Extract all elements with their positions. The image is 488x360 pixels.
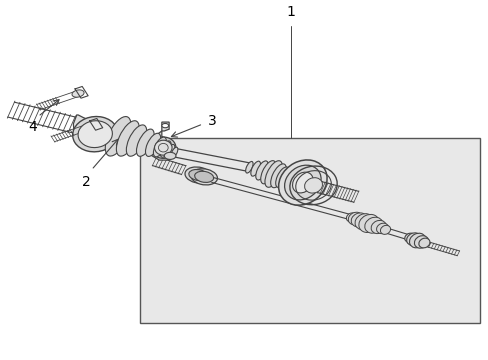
Ellipse shape	[255, 161, 268, 180]
Polygon shape	[149, 131, 174, 160]
Ellipse shape	[354, 214, 372, 230]
Ellipse shape	[346, 213, 356, 222]
Ellipse shape	[280, 170, 291, 187]
Ellipse shape	[154, 140, 172, 155]
Ellipse shape	[184, 167, 211, 183]
Ellipse shape	[153, 137, 166, 157]
Bar	[140, 138, 479, 323]
Ellipse shape	[145, 133, 161, 156]
Text: 3: 3	[207, 114, 216, 128]
Ellipse shape	[126, 125, 146, 156]
Ellipse shape	[404, 233, 414, 242]
Ellipse shape	[194, 171, 213, 183]
Ellipse shape	[304, 178, 322, 193]
Ellipse shape	[164, 152, 176, 159]
Ellipse shape	[150, 137, 176, 158]
Ellipse shape	[275, 167, 288, 188]
Ellipse shape	[166, 144, 175, 157]
Ellipse shape	[86, 122, 99, 129]
Ellipse shape	[418, 238, 429, 248]
Ellipse shape	[278, 160, 326, 205]
Text: 1: 1	[285, 5, 295, 19]
Ellipse shape	[370, 220, 386, 234]
Ellipse shape	[408, 233, 425, 248]
Ellipse shape	[162, 123, 168, 128]
Ellipse shape	[380, 225, 390, 234]
Ellipse shape	[364, 217, 382, 233]
Ellipse shape	[347, 212, 362, 225]
Polygon shape	[162, 122, 169, 131]
Ellipse shape	[358, 215, 378, 233]
Ellipse shape	[350, 213, 366, 227]
Ellipse shape	[283, 172, 292, 186]
Ellipse shape	[292, 172, 312, 193]
Ellipse shape	[264, 161, 282, 187]
Ellipse shape	[406, 233, 420, 246]
Ellipse shape	[413, 236, 427, 248]
Ellipse shape	[105, 117, 131, 156]
Ellipse shape	[376, 223, 388, 234]
Ellipse shape	[250, 161, 260, 176]
Text: 2: 2	[82, 175, 91, 189]
Ellipse shape	[284, 165, 321, 200]
Ellipse shape	[260, 161, 275, 184]
Ellipse shape	[171, 147, 178, 157]
Ellipse shape	[116, 121, 139, 156]
Polygon shape	[73, 115, 117, 149]
Ellipse shape	[188, 170, 207, 181]
Ellipse shape	[73, 117, 118, 152]
Ellipse shape	[245, 161, 253, 173]
Ellipse shape	[78, 121, 112, 148]
Text: 4: 4	[29, 120, 37, 134]
Ellipse shape	[72, 90, 84, 97]
Ellipse shape	[160, 141, 171, 157]
Ellipse shape	[190, 169, 217, 185]
Ellipse shape	[136, 129, 154, 156]
Ellipse shape	[270, 164, 286, 188]
